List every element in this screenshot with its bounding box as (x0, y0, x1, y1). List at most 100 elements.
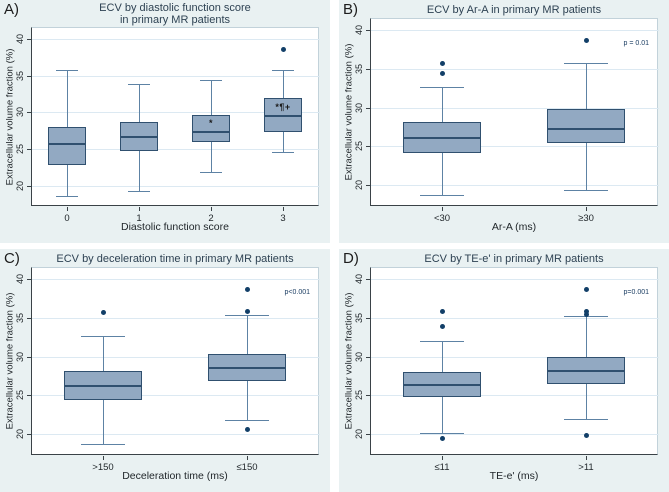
y-tick-mark (366, 107, 370, 109)
gridline (371, 146, 659, 148)
y-tick-mark (366, 318, 370, 320)
y-axis-label: Extracellular volume fraction (%) (343, 43, 355, 181)
y-axis-label: Extracellular volume fraction (%) (4, 292, 16, 430)
y-tick-mark (366, 146, 370, 148)
whisker-cap (420, 86, 464, 88)
y-tick-label: 35 (354, 64, 364, 75)
gridline (371, 356, 659, 358)
gridline (32, 395, 320, 397)
y-tick-mark (27, 112, 31, 114)
whisker-cap (420, 195, 464, 197)
y-tick-label: 40 (354, 25, 364, 36)
gridline (32, 356, 320, 358)
panel-b: B) ECV by Ar-A in primary MR patients Extr… (339, 0, 669, 243)
panel-title-line: ECV by deceleration time in primary MR p… (56, 253, 294, 265)
gridline (371, 279, 659, 281)
y-axis-label: Extracellular volume fraction (%) (4, 48, 16, 185)
panel-title-line: ECV by diastolic function score (99, 2, 251, 14)
x-tick-label: 1 (136, 213, 142, 224)
whisker-cap (56, 195, 78, 197)
whisker-cap (81, 444, 125, 446)
y-tick-label: 25 (15, 144, 25, 155)
y-tick-label: 40 (354, 274, 364, 285)
outlier-point (439, 436, 445, 442)
y-tick-mark (366, 279, 370, 281)
y-tick-label: 30 (15, 107, 25, 118)
x-tick-mark (211, 207, 212, 211)
panel-title-line: in primary MR patients (119, 14, 231, 26)
box (48, 127, 86, 166)
x-tick-label: ≤150 (236, 462, 258, 473)
whisker-cap (420, 432, 464, 434)
x-axis-label: TE-e' (ms) (489, 470, 539, 482)
whisker-cap (225, 314, 269, 316)
whisker-cap (200, 80, 222, 82)
y-tick-mark (27, 186, 31, 188)
panel-letter: C) (4, 250, 20, 267)
x-tick-mark (442, 456, 443, 460)
x-tick-label: >11 (578, 462, 594, 473)
significance-marker: *¶+ (275, 101, 291, 112)
outlier-point (244, 286, 250, 292)
outlier-point (439, 324, 445, 330)
gridline (371, 434, 659, 436)
panel-title-line: ECV by TE-e' in primary MR patients (424, 253, 604, 265)
gridline (32, 75, 320, 77)
y-tick-label: 20 (15, 429, 25, 440)
panel-title: ECV by TE-e' in primary MR patients (370, 253, 658, 265)
panel-c: C) ECV by deceleration time in primary MR… (0, 249, 330, 492)
y-tick-mark (27, 318, 31, 320)
y-tick-mark (27, 434, 31, 436)
y-tick-label: 30 (354, 351, 364, 362)
panel-d: D) ECV by TE-e' in primary MR patients Ext… (339, 249, 669, 492)
x-tick-mark (442, 207, 443, 211)
x-tick-label: ≤11 (434, 462, 450, 473)
outlier-point (583, 286, 589, 292)
p-value-label: p = 0.01 (623, 40, 650, 47)
median-line (64, 385, 142, 388)
y-tick-mark (366, 30, 370, 32)
y-tick-label: 35 (15, 313, 25, 324)
whisker-cap (420, 341, 464, 343)
y-tick-label: 20 (354, 429, 364, 440)
p-value-label: p<0.001 (284, 289, 311, 296)
y-tick-mark (27, 356, 31, 358)
x-tick-label: <30 (433, 213, 451, 224)
panel-title-line: ECV by Ar-A in primary MR patients (426, 4, 602, 16)
median-line (208, 367, 286, 370)
outlier-point (439, 71, 445, 77)
y-tick-label: 40 (15, 274, 25, 285)
box (192, 115, 230, 142)
median-line (120, 135, 158, 138)
whisker-cap (56, 69, 78, 71)
panel-letter: A) (4, 1, 19, 18)
gridline (32, 279, 320, 281)
y-tick-label: 30 (15, 351, 25, 362)
outlier-point (280, 46, 286, 52)
y-tick-mark (27, 279, 31, 281)
y-axis-label: Extracellular volume fraction (%) (343, 292, 355, 430)
box (547, 108, 625, 143)
gridline (371, 395, 659, 397)
gridline (32, 38, 320, 40)
panel-title: ECV by Ar-A in primary MR patients (370, 4, 658, 16)
x-axis-label: Diastolic function score (121, 221, 229, 233)
y-tick-label: 20 (15, 181, 25, 192)
y-tick-label: 35 (354, 313, 364, 324)
y-tick-label: 40 (15, 33, 25, 44)
y-tick-mark (366, 395, 370, 397)
panel-title: ECV by diastolic function score in primar… (31, 2, 319, 26)
gridline (32, 434, 320, 436)
whisker-cap (128, 83, 150, 85)
outlier-point (583, 433, 589, 439)
y-tick-label: 25 (354, 141, 364, 152)
whisker-cap (564, 418, 608, 420)
x-tick-label: >150 (92, 462, 114, 473)
outlier-point (583, 37, 589, 43)
whisker-cap (564, 62, 608, 64)
p-value-label: p=0.001 (623, 289, 650, 296)
median-line (264, 115, 302, 118)
gridline (32, 186, 320, 188)
x-tick-label: 0 (64, 213, 70, 224)
